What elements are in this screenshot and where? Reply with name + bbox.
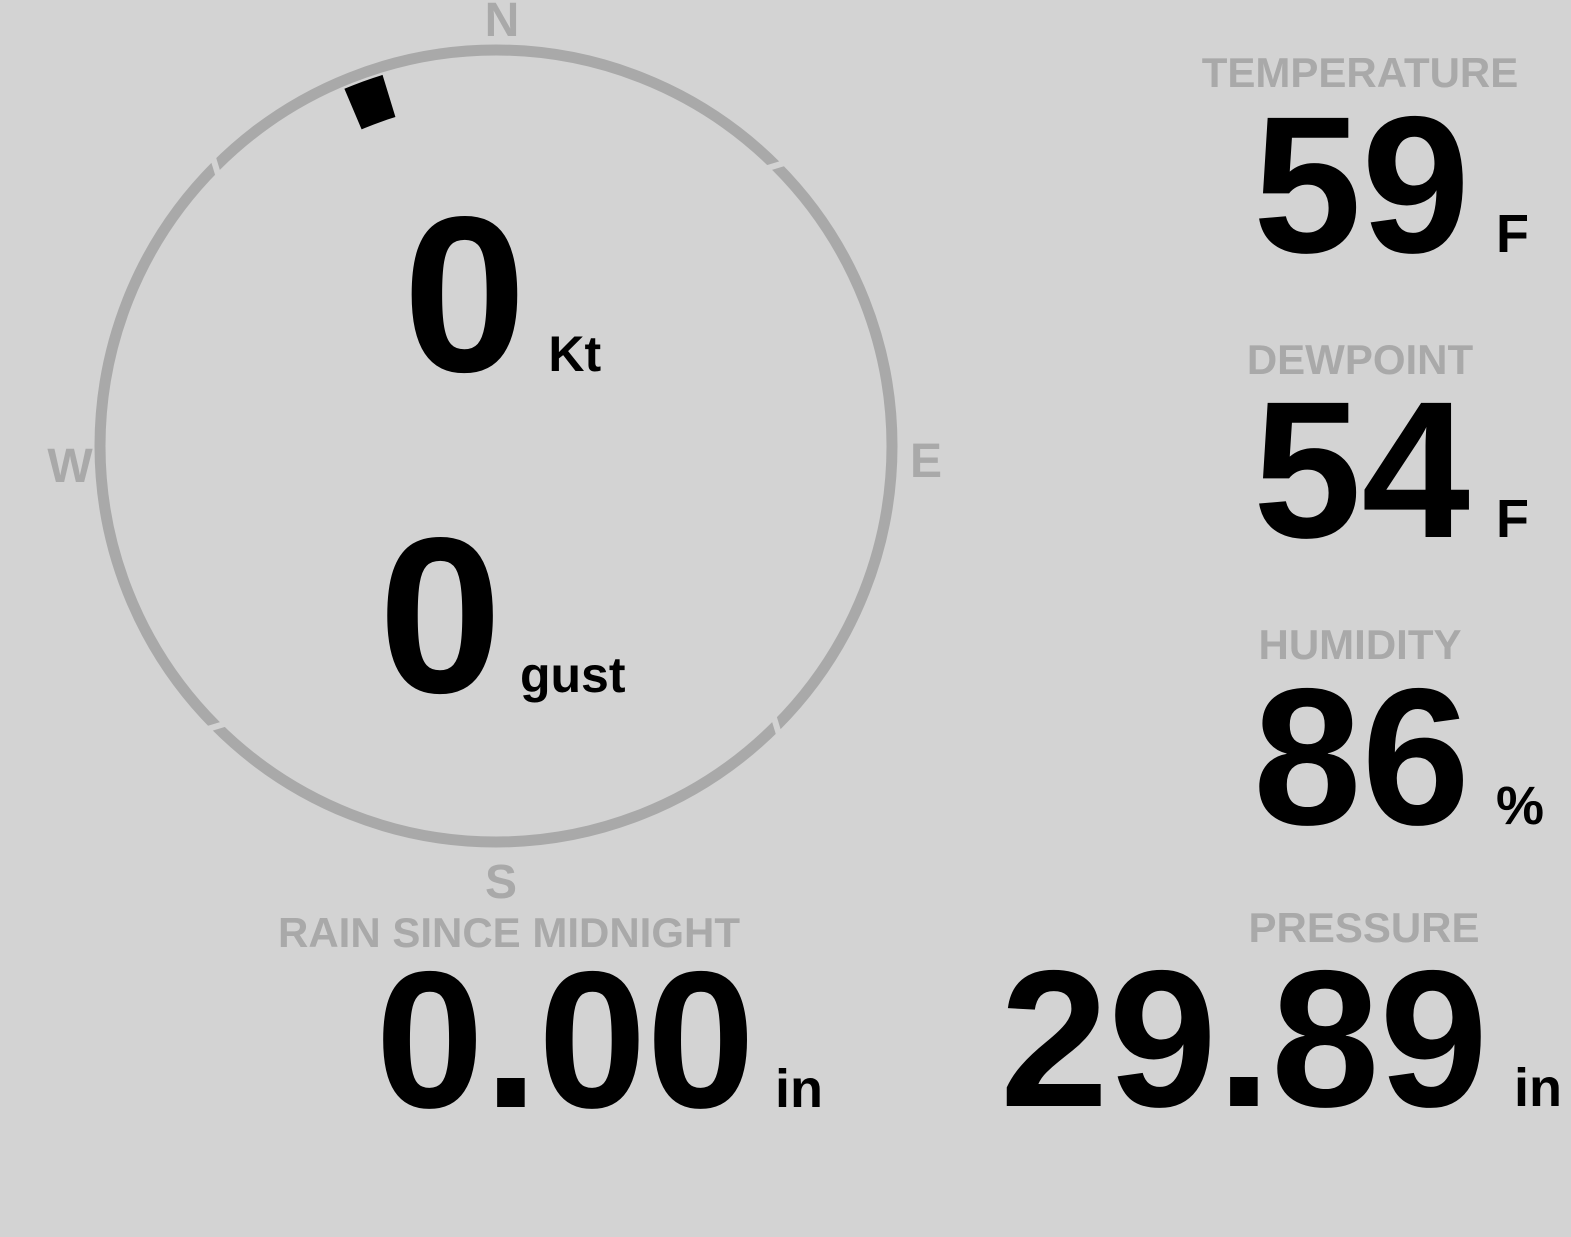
dewpoint-label: DEWPOINT (1246, 336, 1474, 383)
dewpoint-unit: F (1496, 489, 1529, 549)
rain-value-row: 0.00 in (279, 943, 879, 1138)
compass-ring (94, 44, 898, 848)
compass-tick-ne (766, 160, 786, 172)
rain-label: RAIN SINCE MIDNIGHT (278, 909, 740, 956)
wind-gust-value: 0 (378, 492, 502, 740)
rain-value: 0.00 (375, 931, 755, 1149)
humidity-unit: % (1496, 776, 1545, 836)
humidity-label: HUMIDITY (1258, 621, 1462, 668)
compass-label-south: S (484, 856, 518, 909)
temperature-unit: F (1496, 204, 1529, 264)
wind-direction-marker-icon (344, 74, 396, 130)
compass-label-east: E (909, 435, 943, 488)
pressure-value: 29.89 (1000, 930, 1488, 1148)
temperature-value: 59 (1253, 76, 1470, 294)
wind-compass-gauge (94, 44, 898, 848)
dewpoint-value: 54 (1253, 361, 1470, 579)
compass-label-west: W (47, 440, 93, 493)
compass-tick-nw (210, 156, 222, 176)
wind-speed-unit: Kt (548, 326, 602, 382)
wind-gust-unit: gust (519, 647, 626, 703)
temperature-value-row: 59 F (1150, 88, 1571, 283)
pressure-value-row: 29.89 in (1000, 942, 1571, 1137)
humidity-value: 86 (1253, 648, 1470, 866)
dewpoint-value-row: 54 F (1150, 373, 1571, 568)
pressure-label: PRESSURE (1248, 904, 1480, 951)
wind-speed-row: 0 Kt (403, 184, 601, 406)
compass-label-north: N (484, 0, 520, 47)
wind-gust-row: 0 gust (378, 505, 625, 727)
humidity-value-row: 86 % (1150, 660, 1571, 855)
compass-tick-sw (206, 720, 226, 732)
pressure-unit: in (1513, 1058, 1562, 1118)
temperature-label: TEMPERATURE (1201, 49, 1519, 96)
wind-speed-value: 0 (402, 171, 527, 419)
compass-tick-se (770, 716, 782, 736)
rain-unit: in (775, 1059, 823, 1119)
